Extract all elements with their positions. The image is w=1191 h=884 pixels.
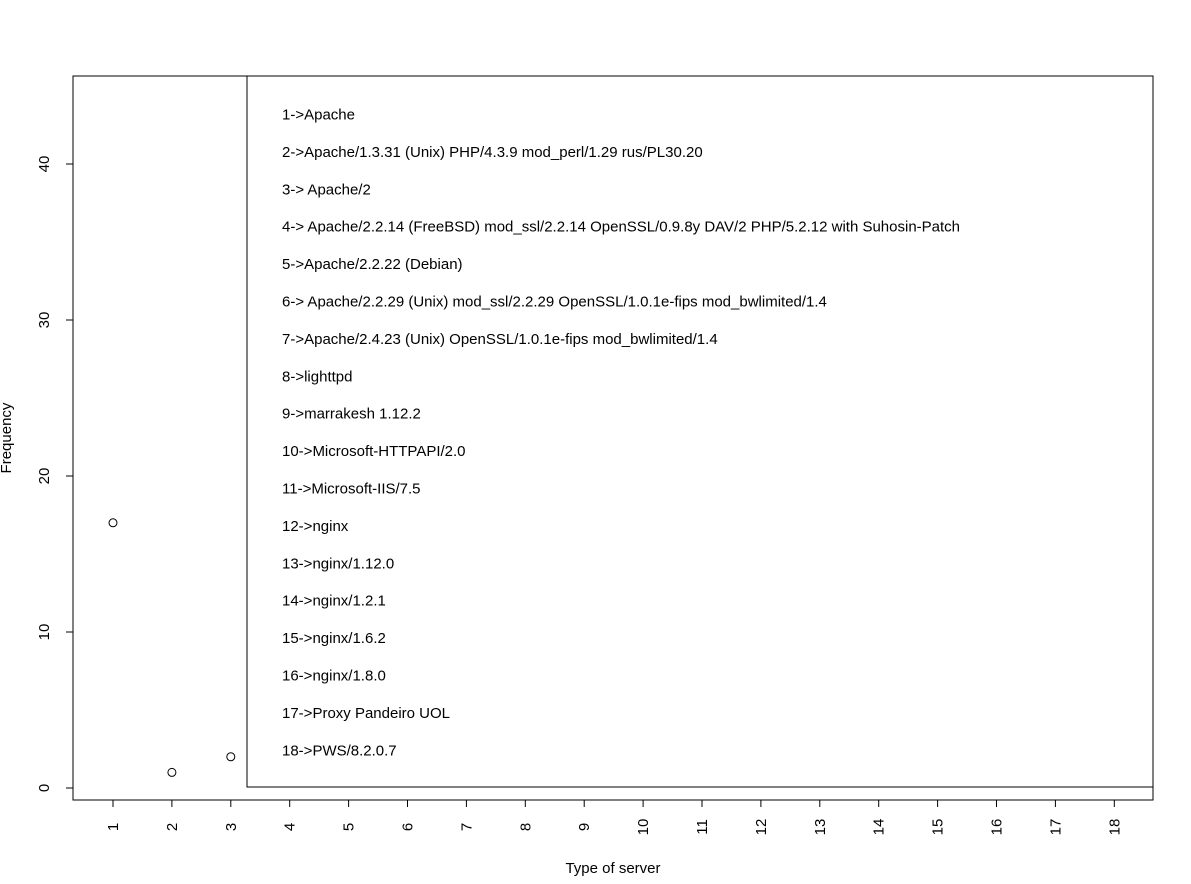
legend-entry: 17->Proxy Pandeiro UOL xyxy=(282,705,450,722)
x-tick-label: 13 xyxy=(812,819,829,836)
legend: 1->Apache 2->Apache/1.3.31 (Unix) PHP/4.3… xyxy=(246,75,1154,788)
legend-entry: 18->PWS/8.2.0.7 xyxy=(282,742,397,759)
y-axis: 0 10 20 30 40 xyxy=(36,156,74,792)
y-tick-label: 0 xyxy=(36,784,53,792)
legend-entry: 8->lighttpd xyxy=(282,368,352,385)
data-points xyxy=(108,518,236,777)
x-tick-label: 16 xyxy=(989,819,1006,836)
y-axis-label: Frequency xyxy=(0,402,15,473)
legend-entry: 6-> Apache/2.2.29 (Unix) mod_ssl/2.2.29 … xyxy=(282,294,827,311)
x-tick-label: 2 xyxy=(164,823,181,831)
x-tick-label: 14 xyxy=(871,819,888,836)
legend-entry: 14->nginx/1.2.1 xyxy=(282,593,386,610)
x-axis-label: Type of server xyxy=(565,860,660,877)
x-tick-label: 9 xyxy=(576,823,593,831)
x-tick-label: 7 xyxy=(458,823,475,831)
x-axis: 1 2 3 4 5 6 7 8 9 10 11 12 13 14 15 16 17 18 xyxy=(105,799,1123,836)
y-tick-label: 20 xyxy=(36,468,53,485)
y-tick-label: 30 xyxy=(36,312,53,329)
x-tick-label: 11 xyxy=(694,819,711,835)
x-tick-label: 8 xyxy=(517,823,534,831)
x-tick-label: 15 xyxy=(930,819,947,836)
x-tick-label: 17 xyxy=(1047,819,1064,836)
x-tick-label: 1 xyxy=(105,823,122,831)
legend-entry: 12->nginx xyxy=(282,518,349,535)
legend-entry: 1->Apache xyxy=(282,107,355,124)
x-tick-label: 3 xyxy=(223,823,240,831)
legend-entry: 2->Apache/1.3.31 (Unix) PHP/4.3.9 mod_pe… xyxy=(282,144,703,161)
x-tick-label: 10 xyxy=(635,819,652,836)
legend-box xyxy=(246,75,1154,788)
data-point xyxy=(226,752,236,762)
legend-entry: 5->Apache/2.2.22 (Debian) xyxy=(282,256,463,273)
legend-entry: 4-> Apache/2.2.14 (FreeBSD) mod_ssl/2.2.… xyxy=(282,219,960,236)
legend-entry: 7->Apache/2.4.23 (Unix) OpenSSL/1.0.1e-f… xyxy=(282,331,718,348)
x-tick-label: 5 xyxy=(341,823,358,831)
legend-entry: 9->marrakesh 1.12.2 xyxy=(282,406,421,423)
x-tick-label: 18 xyxy=(1106,819,1123,836)
legend-entry: 3-> Apache/2 xyxy=(282,181,371,198)
y-tick-label: 10 xyxy=(36,624,53,641)
x-tick-label: 12 xyxy=(753,819,770,836)
legend-entry: 11->Microsoft-IIS/7.5 xyxy=(282,481,421,498)
legend-entry: 13->nginx/1.12.0 xyxy=(282,555,394,572)
y-tick-label: 40 xyxy=(36,156,53,173)
x-tick-label: 6 xyxy=(400,823,417,831)
legend-entry: 10->Microsoft-HTTPAPI/2.0 xyxy=(282,443,466,460)
legend-entry: 16->nginx/1.8.0 xyxy=(282,668,386,685)
data-point xyxy=(108,518,118,528)
legend-entry: 15->nginx/1.6.2 xyxy=(282,630,386,647)
x-tick-label: 4 xyxy=(282,823,299,831)
data-point xyxy=(167,767,177,777)
